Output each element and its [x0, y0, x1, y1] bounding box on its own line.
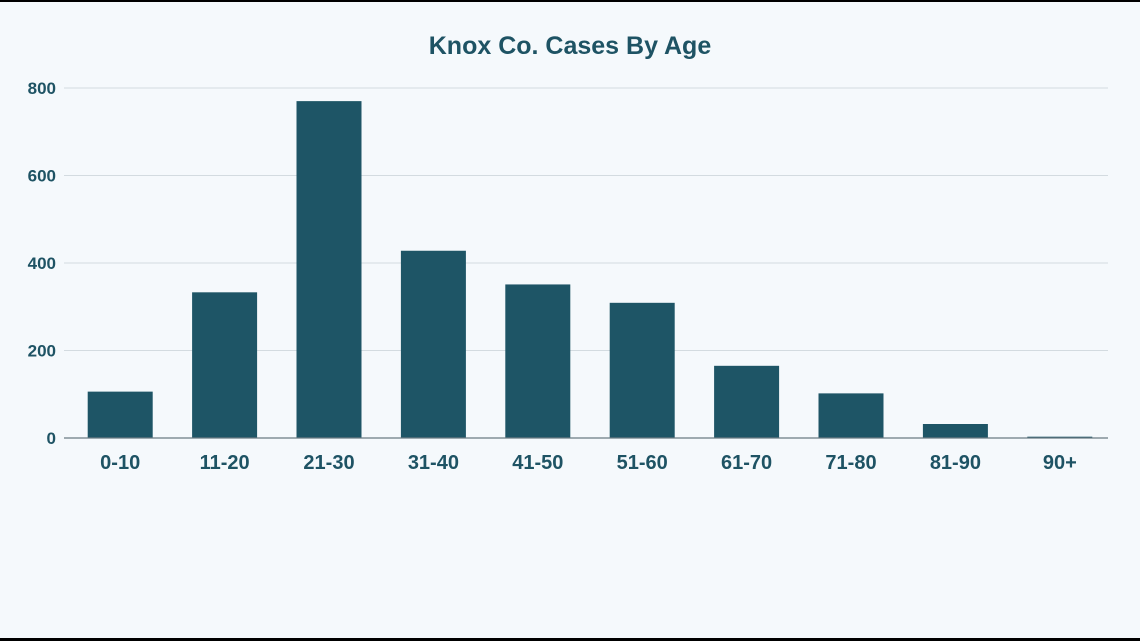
x-tick-label: 90+	[1043, 452, 1077, 474]
y-tick-labels: 0 200 400 600 800	[28, 79, 56, 448]
x-tick-label: 31-40	[408, 452, 459, 474]
bar-41-50	[505, 284, 571, 438]
x-tick-labels: 0-10 11-20 21-30 31-40 41-50 51-60 61-70 71-80 8…	[100, 452, 1077, 474]
x-tick-label: 41-50	[512, 452, 563, 474]
bar-61-70	[714, 365, 780, 438]
bar-31-40	[400, 250, 466, 438]
x-tick-label: 81-90	[930, 452, 981, 474]
y-tick-label: 200	[28, 342, 56, 361]
y-tick-label: 0	[47, 429, 56, 448]
x-tick-label: 61-70	[721, 452, 772, 474]
bars	[87, 101, 1093, 438]
x-tick-label: 51-60	[617, 452, 668, 474]
y-tick-label: 800	[28, 79, 56, 98]
x-tick-label: 0-10	[100, 452, 140, 474]
bar-90+	[1027, 436, 1093, 438]
x-tick-label: 11-20	[200, 452, 250, 474]
bar-21-30	[296, 101, 362, 438]
y-tick-label: 400	[28, 254, 56, 273]
y-tick-label: 600	[28, 167, 56, 186]
bar-71-80	[818, 393, 884, 438]
bar-11-20	[192, 292, 258, 438]
bar-0-10	[87, 391, 153, 438]
bar-81-90	[922, 424, 988, 438]
x-tick-label: 21-30	[303, 452, 354, 474]
chart-title: Knox Co. Cases By Age	[428, 32, 712, 60]
x-tick-label: 71-80	[825, 452, 876, 474]
bar-51-60	[609, 302, 675, 438]
